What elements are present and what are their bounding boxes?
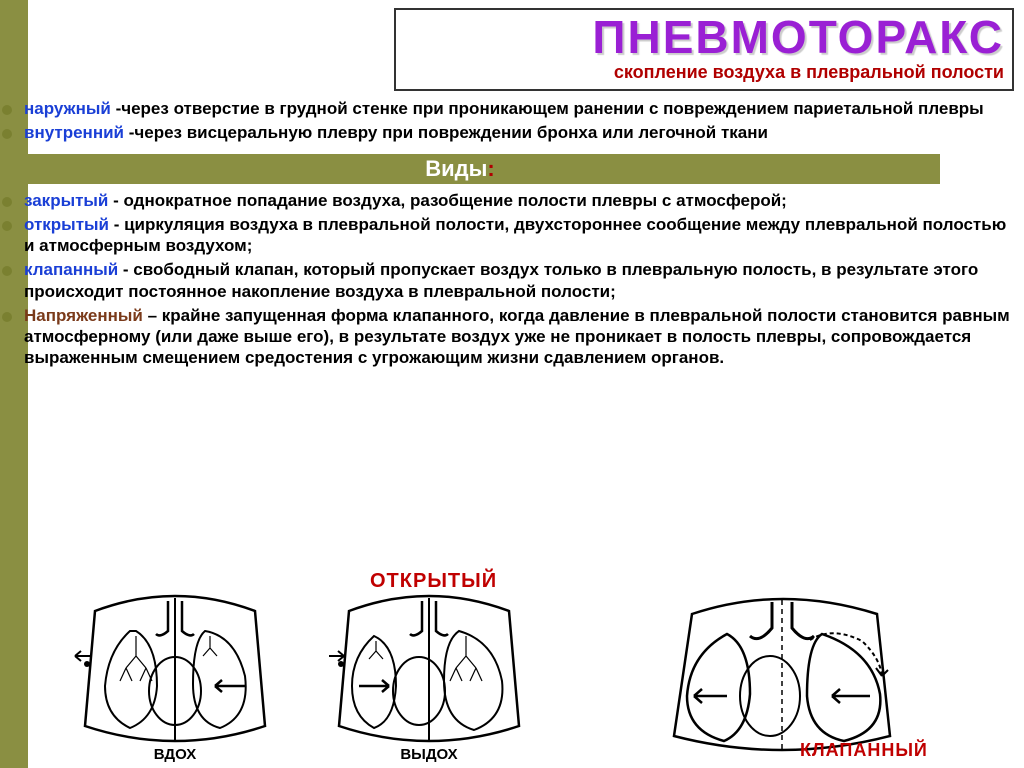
types-colon: : bbox=[487, 156, 494, 181]
intro-inner: внутренний -через висцеральную плевру пр… bbox=[0, 122, 1014, 143]
types-heading-bar: Виды: bbox=[0, 154, 940, 184]
valve-label: КЛАПАННЫЙ bbox=[800, 740, 928, 761]
inhale-label: ВДОХ bbox=[60, 746, 290, 763]
type-key: открытый bbox=[24, 215, 109, 234]
bullet-icon bbox=[2, 105, 12, 115]
title-box: ПНЕВМОТОРАКС скопление воздуха в плеврал… bbox=[394, 8, 1014, 91]
types-list: закрытый - однократное попадание воздуха… bbox=[0, 190, 1014, 369]
bullet-icon bbox=[2, 197, 12, 207]
type-key: клапанный bbox=[24, 260, 118, 279]
type-key: Напряженный bbox=[24, 306, 143, 325]
bullet-icon bbox=[2, 312, 12, 322]
type-key: закрытый bbox=[24, 191, 108, 210]
page-subtitle: скопление воздуха в плевральной полости bbox=[404, 62, 1004, 83]
content-body: наружный -через отверстие в грудной стен… bbox=[0, 98, 1014, 372]
types-label: Виды bbox=[425, 156, 487, 181]
diagrams-row: ВДОХ ВЫДОХ bbox=[60, 586, 932, 763]
bullet-icon bbox=[2, 221, 12, 231]
outer-text: -через отверстие в грудной стенке при пр… bbox=[111, 99, 984, 118]
type-text: – крайне запущенная форма клапанного, ко… bbox=[24, 306, 1010, 368]
type-entry: закрытый - однократное попадание воздуха… bbox=[0, 190, 1014, 211]
bullet-icon bbox=[2, 266, 12, 276]
type-text: - однократное попадание воздуха, разобще… bbox=[108, 191, 786, 210]
type-text: - циркуляция воздуха в плевральной полос… bbox=[24, 215, 1006, 255]
type-entry: открытый - циркуляция воздуха в плевраль… bbox=[0, 214, 1014, 257]
lung-inhale-box: ВДОХ bbox=[60, 586, 290, 763]
inner-text: -через висцеральную плевру при поврежден… bbox=[124, 123, 768, 142]
lung-exhale-diagram bbox=[314, 586, 544, 746]
lung-inhale-diagram bbox=[60, 586, 290, 746]
lung-exhale-box: ВЫДОХ bbox=[314, 586, 544, 763]
page-title: ПНЕВМОТОРАКС bbox=[404, 14, 1004, 60]
bullet-icon bbox=[2, 129, 12, 139]
outer-key: наружный bbox=[24, 99, 111, 118]
type-entry: клапанный - свободный клапан, который пр… bbox=[0, 259, 1014, 302]
intro-outer: наружный -через отверстие в грудной стен… bbox=[0, 98, 1014, 119]
exhale-label: ВЫДОХ bbox=[314, 746, 544, 763]
inner-key: внутренний bbox=[24, 123, 124, 142]
type-entry: Напряженный – крайне запущенная форма кл… bbox=[0, 305, 1014, 369]
type-text: - свободный клапан, который пропускает в… bbox=[24, 260, 978, 300]
lung-valve-diagram bbox=[632, 586, 932, 756]
lung-valve-box bbox=[632, 586, 932, 756]
